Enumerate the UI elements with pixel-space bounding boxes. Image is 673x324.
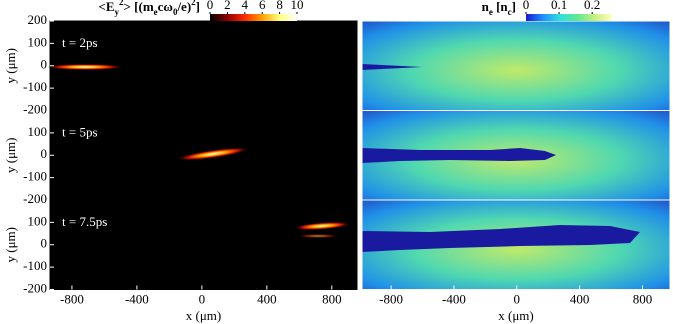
colorbar (526, 14, 612, 21)
colorbar-tick-label: 0.2 (584, 0, 600, 12)
title-part: c (508, 7, 512, 17)
y-tick-label: -200 (23, 101, 47, 116)
title-part: e (154, 7, 158, 17)
time-annotation: t = 7.5ps (62, 214, 107, 229)
field-feature (294, 221, 350, 231)
x-tick-label: 400 (570, 291, 590, 306)
colorbar (210, 14, 297, 21)
y-tick-label: -200 (23, 191, 47, 206)
colorbar-tick-label: 0 (523, 0, 530, 12)
title-part: 2 (119, 0, 124, 7)
title-part: > [(m (124, 0, 154, 14)
y-axis-label: y (μm) (3, 48, 18, 84)
colorbar-tick-label: 0 (207, 0, 214, 12)
x-tick-label: -400 (125, 291, 149, 306)
y-tick-label: 200 (28, 12, 48, 27)
title-part: [n (493, 0, 509, 14)
colorbar-title: <Ey2> [(mecω0/e)2] (98, 0, 200, 17)
y-tick-label: 0 (41, 146, 48, 161)
y-tick-label: -100 (23, 79, 47, 94)
density-channel (362, 225, 640, 252)
title-part: ] (196, 0, 200, 14)
y-tick-label: -100 (23, 258, 47, 273)
panel-images (47, 20, 670, 290)
x-tick-label: 0 (199, 291, 206, 306)
field-feature (298, 234, 338, 238)
field-feature (177, 147, 249, 161)
density-channel (362, 64, 422, 70)
y-tick-label: 100 (28, 124, 48, 139)
x-tick-label: 800 (633, 291, 653, 306)
y-tick-label: 100 (28, 34, 48, 49)
title-part: 0 (173, 7, 178, 17)
colorbar-tick-label: 6 (259, 0, 266, 12)
title-part: <E (98, 0, 114, 14)
x-tick-label: 800 (322, 291, 342, 306)
time-annotation: t = 2ps (62, 35, 98, 50)
x-tick-label: -400 (442, 291, 466, 306)
y-axis-label: y (μm) (3, 227, 18, 263)
title-part: cω (158, 0, 173, 14)
colorbar-tick-label: 4 (242, 0, 249, 12)
colorbar-tick-label: 0.1 (551, 0, 567, 12)
time-annotation: t = 5ps (62, 124, 98, 139)
density-background (362, 21, 670, 111)
colorbar-tick-label: 2 (224, 0, 231, 12)
field-feature (47, 64, 123, 70)
y-axis-label: y (μm) (3, 138, 18, 174)
colorbar-tick-label: 8 (276, 0, 283, 12)
title-part: /e) (176, 0, 191, 14)
x-tick-label: 400 (257, 291, 277, 306)
y-tick-label: 100 (28, 213, 48, 228)
panel-frame (361, 199, 671, 290)
x-tick-label: -800 (379, 291, 403, 306)
colorbar-tick-label: 10 (291, 0, 304, 12)
title-part: ] (512, 0, 516, 14)
x-tick-label: -800 (60, 291, 84, 306)
y-tick-label: -200 (23, 280, 47, 295)
title-part: e (489, 7, 493, 17)
y-tick-label: -100 (23, 169, 47, 184)
y-tick-label: 0 (41, 236, 48, 251)
title-part: n (482, 0, 490, 14)
density-channel (362, 148, 556, 163)
x-tick-label: 0 (514, 291, 521, 306)
title-part: y (115, 7, 120, 17)
y-tick-label: 0 (41, 57, 48, 72)
title-part: 2 (191, 0, 196, 7)
x-axis-label: x (μm) (186, 308, 222, 323)
colorbar-title: ne [nc] (482, 0, 516, 17)
x-axis-label: x (μm) (498, 308, 534, 323)
